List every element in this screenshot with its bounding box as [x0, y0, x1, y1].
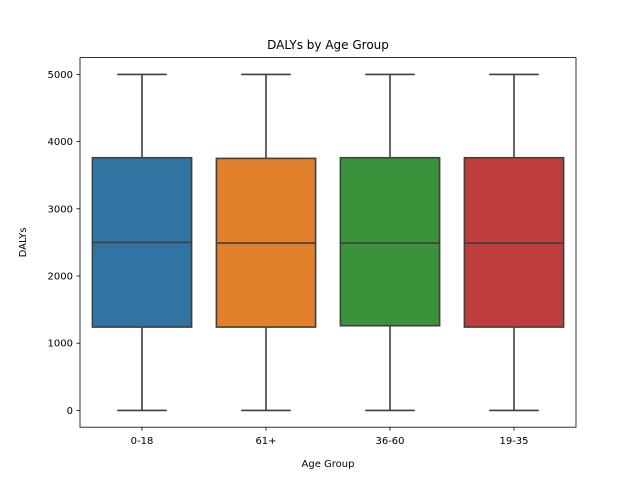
y-tick-label: 3000 [48, 204, 73, 215]
y-tick-label: 1000 [48, 339, 73, 350]
y-axis-ticks: 0 1000 2000 3000 4000 5000 [48, 70, 80, 417]
box-2 [339, 73, 441, 412]
x-tick-label: 36-60 [375, 436, 404, 447]
box-body [339, 156, 441, 327]
y-tick-label: 5000 [48, 70, 73, 81]
box-0 [91, 73, 193, 412]
y-tick-label: 2000 [48, 272, 73, 283]
y-tick-label: 4000 [48, 137, 73, 148]
box-1 [215, 73, 317, 412]
y-tick-label: 0 [67, 406, 73, 417]
boxes-layer [91, 73, 565, 412]
y-axis-label: DALYs [18, 227, 29, 257]
axes-frame [79, 57, 577, 428]
x-tick-label: 61+ [255, 436, 276, 447]
x-axis-ticks: 0-18 61+ 36-60 19-35 [131, 427, 529, 447]
x-tick-label: 19-35 [499, 436, 528, 447]
box-3 [463, 73, 565, 412]
chart-title: DALYs by Age Group [267, 38, 389, 52]
x-axis-label: Age Group [302, 459, 355, 470]
x-tick-label: 0-18 [131, 436, 154, 447]
